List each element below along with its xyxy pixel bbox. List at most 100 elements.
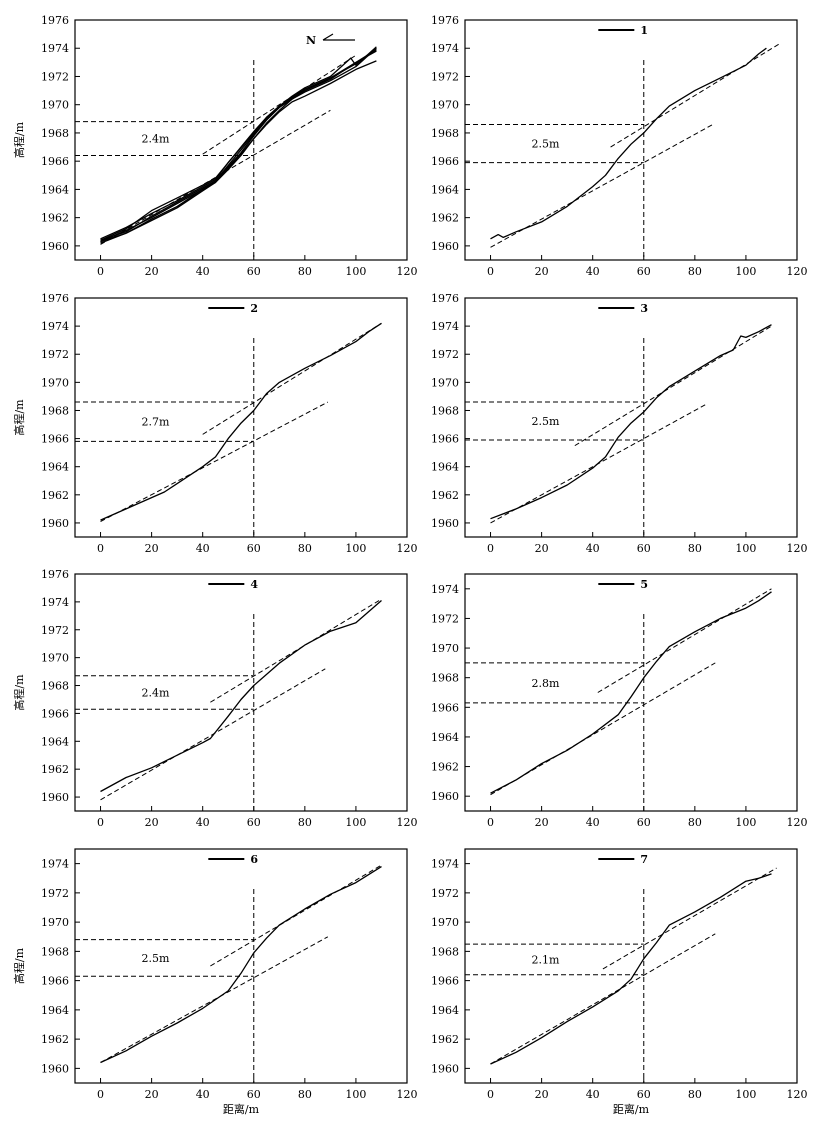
y-tick-label: 1964 [431,1004,459,1017]
y-tick-label: 1974 [41,320,69,333]
y-tick-label: 1964 [41,461,69,474]
x-tick-label: 80 [298,1088,312,1101]
y-tick-label: 1970 [431,916,459,929]
x-tick-label: 20 [535,1088,549,1101]
x-tick-label: 40 [196,816,210,829]
y-tick-label: 1970 [41,652,69,665]
offset-label: 2.5m [531,415,559,428]
y-tick-label: 1974 [431,583,459,596]
y-tick-label: 1974 [431,858,459,871]
legend-label: 4 [250,578,258,591]
legend-label: 6 [250,853,258,866]
upper-fit-line [597,588,772,693]
x-tick-label: 20 [145,542,159,555]
x-tick-label: 120 [787,542,808,555]
y-tick-label: 1970 [41,376,69,389]
lower-fit-line [490,933,716,1065]
profile-series-4 [100,60,377,243]
profile-series-5 [100,49,377,241]
x-tick-label: 0 [487,816,494,829]
x-tick-label: 100 [735,816,756,829]
y-tick-label: 1972 [41,624,69,637]
chart-panel-7: 0 20 40 60 80 100 120 1960 1962 1964 1966 1968 1970 1… [431,848,808,1116]
plot-frame [74,848,408,1084]
x-tick-label: 40 [196,265,210,278]
y-tick-label: 1974 [431,320,459,333]
x-tick-label: 100 [345,1088,366,1101]
y-tick-label: 1976 [41,292,69,305]
x-tick-label: 40 [196,542,210,555]
plot-frame [74,573,408,812]
chart-panel-0: 0 20 40 60 80 100 120 1960 1962 1964 1966 1968 1970 1… [12,14,418,278]
chart-panel-5: 0 20 40 60 80 100 120 1960 1962 1964 1966 1968 1970 1… [431,573,808,829]
chart-panel-4: 0 20 40 60 80 100 120 1960 1962 1964 1966 1968 1970 1… [12,568,418,829]
chart-panel-2: 0 20 40 60 80 100 120 1960 1962 1964 1966 1968 1970 1… [12,292,418,555]
y-axis-label: 高程/m [12,947,26,984]
y-tick-label: 1972 [431,70,459,83]
offset-label: 2.7m [141,416,169,429]
y-tick-label: 1960 [431,1062,459,1075]
x-tick-label: 100 [735,265,756,278]
x-axis-label: 距离/m [613,1102,650,1116]
plot-frame [464,848,798,1084]
y-tick-label: 1966 [41,975,69,988]
x-axis-label: 距离/m [223,1102,260,1116]
legend-label: 3 [640,302,648,315]
y-tick-label: 1970 [431,99,459,112]
plot-frame [74,19,408,261]
x-tick-label: 20 [535,542,549,555]
x-tick-label: 60 [247,265,261,278]
y-tick-label: 1968 [41,127,69,140]
offset-label: 2.5m [141,952,169,965]
y-tick-label: 1968 [41,680,69,693]
y-tick-label: 1970 [431,376,459,389]
x-tick-label: 120 [787,816,808,829]
x-tick-label: 40 [586,542,600,555]
chart-panel-6: 0 20 40 60 80 100 120 1960 1962 1964 1966 1968 1970 1… [12,848,418,1116]
profile-series-3 [100,46,377,241]
y-tick-label: 1962 [41,489,69,502]
legend-label: 2 [250,302,258,315]
x-tick-label: 120 [397,1088,418,1101]
x-tick-label: 100 [345,265,366,278]
y-tick-label: 1964 [41,183,69,196]
x-tick-label: 120 [787,1088,808,1101]
profile-series-0 [490,591,772,794]
y-tick-label: 1960 [41,791,69,804]
legend-label: 1 [640,24,648,37]
y-tick-label: 1966 [41,155,69,168]
y-tick-label: 1960 [431,240,459,253]
x-tick-label: 20 [535,265,549,278]
x-tick-label: 60 [637,1088,651,1101]
y-tick-label: 1960 [431,517,459,530]
legend-label: 7 [640,853,648,866]
y-tick-label: 1974 [41,42,69,55]
y-tick-label: 1968 [41,404,69,417]
x-tick-label: 60 [247,1088,261,1101]
x-tick-label: 100 [735,1088,756,1101]
y-tick-label: 1966 [431,975,459,988]
y-tick-label: 1974 [431,42,459,55]
upper-fit-line [202,54,357,155]
y-tick-label: 1962 [431,212,459,225]
y-axis-label: 高程/m [12,121,26,158]
x-tick-label: 120 [397,265,418,278]
y-tick-label: 1968 [431,127,459,140]
x-tick-label: 60 [247,816,261,829]
offset-label: 2.8m [531,677,559,690]
profile-series-0 [490,47,767,240]
x-tick-label: 40 [586,816,600,829]
x-tick-label: 0 [487,265,494,278]
chart-panel-3: 0 20 40 60 80 100 120 1960 1962 1964 1966 1968 1970 1… [431,292,808,555]
x-tick-label: 20 [145,816,159,829]
y-tick-label: 1962 [41,763,69,776]
profile-series-0 [490,324,772,520]
x-tick-label: 80 [298,265,312,278]
x-tick-label: 80 [688,265,702,278]
lower-fit-line [100,401,329,522]
y-tick-label: 1972 [431,612,459,625]
y-tick-label: 1974 [41,596,69,609]
x-tick-label: 20 [145,1088,159,1101]
x-tick-label: 80 [688,542,702,555]
